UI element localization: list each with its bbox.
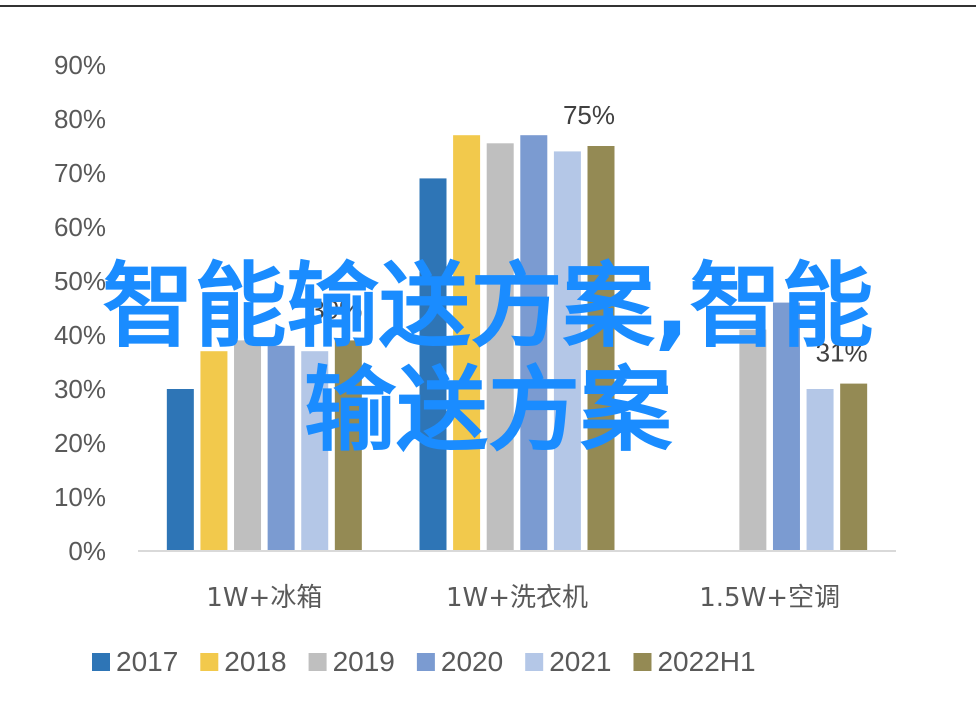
data-labels: 39% 75% 31% (310, 100, 867, 368)
y-tick-label: 60% (54, 212, 106, 242)
bar (739, 329, 767, 551)
legend-swatch (416, 653, 435, 671)
category-label: 1W+冰箱 (206, 583, 322, 613)
data-label: 75% (563, 100, 615, 130)
legend-label: 2018 (224, 646, 286, 677)
top-rule (0, 5, 976, 7)
y-tick-label: 80% (54, 104, 106, 134)
y-tick-label: 70% (54, 158, 106, 188)
legend-swatch (525, 653, 544, 671)
category-label: 1.5W+空调 (699, 583, 840, 613)
legend-label: 2017 (116, 646, 178, 677)
bar (806, 389, 834, 551)
y-tick-label: 10% (54, 482, 106, 512)
bar (772, 302, 800, 551)
bar (166, 389, 194, 551)
bar (587, 146, 615, 551)
legend-label: 2020 (441, 646, 503, 677)
bar (419, 178, 447, 551)
y-tick-label: 40% (54, 320, 106, 350)
bar (553, 151, 581, 551)
bar (200, 351, 228, 551)
bar (840, 383, 868, 551)
y-tick-label: 0% (68, 536, 106, 566)
bar (453, 135, 481, 551)
bar (334, 340, 362, 551)
bars (166, 135, 868, 552)
bar (486, 143, 514, 552)
legend-swatch (308, 653, 327, 671)
y-axis: 0% 10% 20% 30% 40% 50% 60% 70% 80% 90% (54, 50, 106, 566)
legend-swatch (200, 653, 219, 671)
category-labels: 1W+冰箱 1W+洗衣机 1.5W+空调 (206, 583, 840, 613)
data-label: 31% (816, 338, 868, 368)
category-label: 1W+洗衣机 (446, 583, 588, 613)
y-tick-label: 50% (54, 266, 106, 296)
data-label: 39% (310, 294, 362, 324)
bar (234, 340, 262, 551)
legend-label: 2022H1 (657, 646, 755, 677)
y-tick-label: 90% (54, 50, 106, 80)
legend-swatch (633, 653, 652, 671)
bar (267, 345, 295, 551)
bar (301, 351, 329, 551)
legend-label: 2019 (333, 646, 395, 677)
y-tick-label: 30% (54, 374, 106, 404)
bar (520, 135, 548, 551)
legend: 2017 2018 2019 2020 2021 2022H1 (92, 646, 756, 677)
legend-swatch (92, 653, 110, 671)
y-tick-label: 20% (54, 428, 106, 458)
legend-label: 2021 (549, 646, 611, 677)
